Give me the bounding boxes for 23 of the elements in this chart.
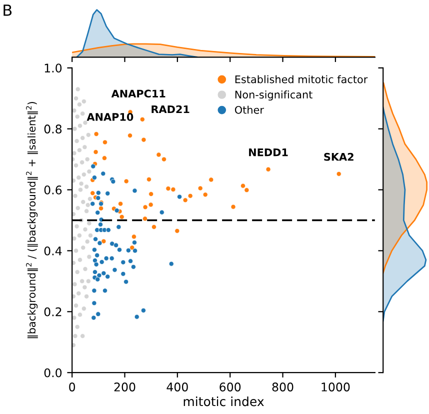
y-tick-label: 1.0 <box>44 64 62 73</box>
x-tick-label: 800 <box>272 382 294 392</box>
legend-label: Other <box>234 106 264 114</box>
x-tick-label: 1000 <box>322 382 350 392</box>
annotation: RAD21 <box>152 105 190 114</box>
y-tick-label: 0.6 <box>44 186 62 194</box>
annotation: SKA2 <box>324 152 354 161</box>
annotation: NEDD1 <box>249 148 288 156</box>
y-tick-label: 0.0 <box>44 368 62 378</box>
y-tick-label: 0.2 <box>44 307 62 316</box>
y-tick-label: 0.4 <box>44 246 62 256</box>
y-tick-label: 0.8 <box>44 124 62 134</box>
x-axis-title: mitotic index <box>184 396 264 406</box>
annotation: ANAP10 <box>86 113 134 121</box>
x-tick-label: 600 <box>220 382 241 392</box>
x-tick-label: 200 <box>114 382 136 392</box>
legend-label: Non-significant <box>235 90 312 101</box>
y-axis-title: ‖background‖$^{2}$ / (‖background‖$^{2}$ + ‖salient‖$^{2}$) <box>26 102 38 338</box>
annotation: ANAPC11 <box>111 90 166 98</box>
x-tick-label: 400 <box>166 382 188 392</box>
x-tick-label: 0 <box>69 382 76 392</box>
text: B <box>4 4 12 16</box>
legend-label: Established mitotic factor <box>235 75 368 84</box>
